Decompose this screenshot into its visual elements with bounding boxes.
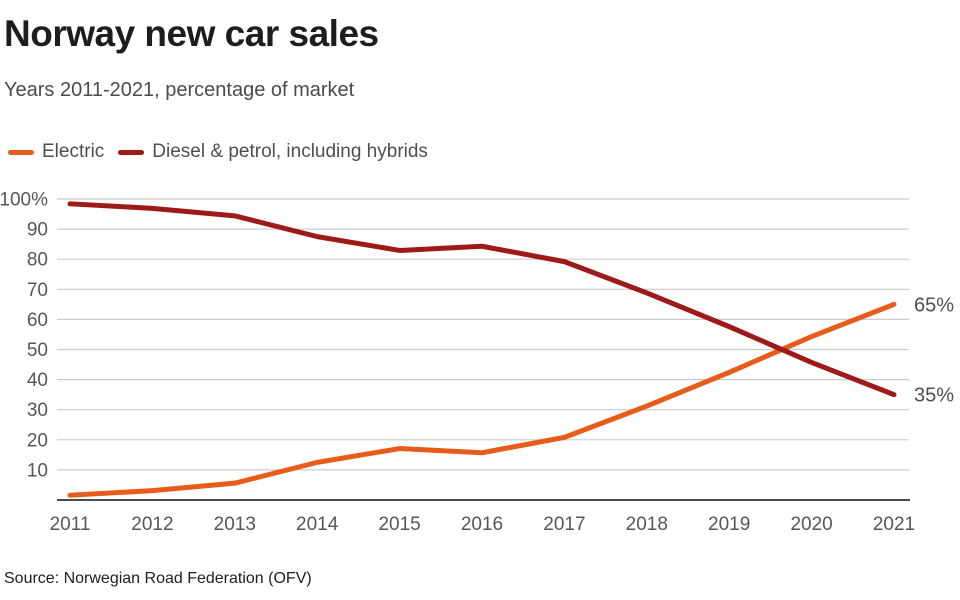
x-axis-tick-label: 2018 — [626, 514, 668, 535]
x-axis-tick-label: 2014 — [296, 514, 339, 535]
y-axis-tick-label: 30 — [27, 400, 48, 421]
series-end-label-0: 65% — [914, 294, 954, 316]
x-axis-tick-label: 2016 — [461, 514, 503, 535]
legend-label-electric: Electric — [42, 141, 105, 162]
x-axis-tick-label: 2019 — [708, 514, 750, 535]
electric-line-swatch-icon — [8, 149, 34, 155]
chart-subtitle: Years 2011-2021, percentage of market — [4, 79, 355, 101]
x-axis-tick-label: 2013 — [214, 514, 256, 535]
series-end-label-1: 35% — [914, 385, 954, 407]
y-axis-tick-label: 10 — [27, 460, 48, 481]
y-axis-tick-label: 20 — [27, 430, 48, 451]
y-axis-tick-label: 80 — [27, 250, 48, 271]
legend-item-diesel-petrol: Diesel & petrol, including hybrids — [118, 141, 428, 163]
x-axis-tick-label: 2021 — [873, 514, 915, 535]
y-axis-tick-label: 40 — [27, 370, 48, 391]
page-title: Norway new car sales — [4, 13, 379, 54]
x-axis-tick-label: 2020 — [790, 514, 832, 535]
x-axis-tick-label: 2015 — [378, 514, 420, 535]
x-axis-tick-label: 2017 — [543, 514, 585, 535]
series-line-0 — [67, 301, 897, 498]
y-axis-tick-label: 50 — [27, 340, 48, 361]
series-line-1 — [67, 201, 897, 398]
chart-legend: Electric Diesel & petrol, including hybr… — [8, 141, 428, 163]
source-credit: Source: Norwegian Road Federation (OFV) — [4, 570, 312, 587]
x-axis-tick-label: 2011 — [50, 514, 91, 535]
y-axis-tick-label: 90 — [27, 220, 48, 241]
y-axis-tick-label: 60 — [27, 310, 48, 331]
y-axis-tick-label: 70 — [27, 280, 48, 301]
diesel-petrol-line-swatch-icon — [118, 149, 145, 155]
legend-item-electric: Electric — [8, 141, 104, 163]
legend-label-diesel-petrol: Diesel & petrol, including hybrids — [152, 141, 428, 162]
y-axis-tick-label: 100% — [0, 190, 48, 211]
x-axis-tick-label: 2012 — [131, 514, 173, 535]
